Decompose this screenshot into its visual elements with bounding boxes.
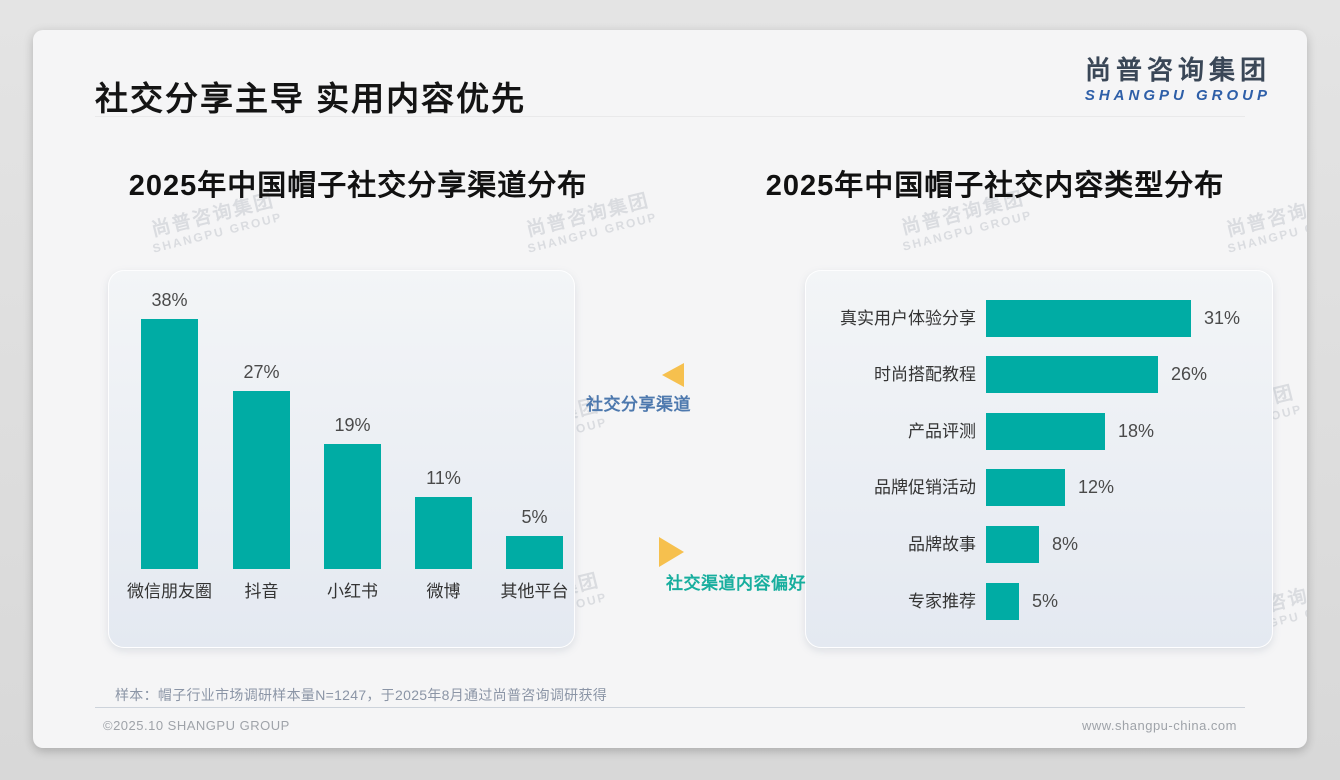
bar-value-label: 12%	[1078, 477, 1115, 497]
bar-category-label: 其他平台	[500, 582, 569, 601]
hbar	[986, 469, 1065, 506]
footer-copyright: ©2025.10 SHANGPU GROUP	[103, 718, 290, 733]
left-chart-card: 38% 微信朋友圈 27% 抖音 19% 小红书 11% 微博 5% 其他平台	[108, 270, 575, 648]
bar-category-label: 微博	[426, 582, 461, 601]
bar-value-label: 19%	[334, 415, 371, 435]
sample-note: 样本：帽子行业市场调研样本量N=1247，于2025年8月通过尚普咨询调研获得	[115, 687, 608, 703]
vbar	[324, 444, 381, 569]
bar-value-label: 26%	[1171, 364, 1208, 384]
logo: 尚普咨询集团 SHANGPU GROUP	[1085, 56, 1271, 104]
bar-value-label: 18%	[1118, 421, 1155, 441]
bar-value-label: 11%	[426, 468, 461, 488]
bar-value-label: 5%	[1032, 591, 1059, 611]
bar-value-label: 38%	[151, 290, 188, 310]
footer-website: www.shangpu-china.com	[1081, 718, 1237, 733]
watermark-text-en: SHANGPU GROUP	[151, 209, 284, 256]
annotation-sharing-channels: 社交分享渠道	[586, 395, 691, 414]
logo-text-cn: 尚普咨询集团	[1084, 55, 1271, 85]
vbar	[415, 497, 472, 569]
vbar	[506, 536, 563, 569]
arrow-right-icon	[659, 537, 684, 567]
hbar	[986, 583, 1019, 620]
header-divider	[95, 116, 1245, 117]
watermark-text-en: SHANGPU GROUP	[901, 207, 1034, 254]
bar-category-label: 品牌故事	[908, 535, 976, 554]
arrow-left-icon	[662, 363, 684, 387]
hbar	[986, 526, 1039, 563]
bar-category-label: 小红书	[327, 582, 378, 601]
page-title: 社交分享主导 实用内容优先	[95, 80, 527, 117]
bar-value-label: 8%	[1052, 534, 1079, 554]
vbar	[233, 391, 290, 569]
left-chart-title: 2025年中国帽子社交分享渠道分布	[128, 170, 588, 202]
logo-text-en: SHANGPU GROUP	[1084, 86, 1271, 104]
bar-category-label: 品牌促销活动	[874, 478, 976, 497]
bar-value-label: 31%	[1204, 308, 1241, 328]
vertical-bar-chart: 38% 微信朋友圈 27% 抖音 19% 小红书 11% 微博 5% 其他平台	[109, 271, 574, 647]
right-chart-title: 2025年中国帽子社交内容类型分布	[765, 170, 1225, 202]
bar-category-label: 抖音	[244, 582, 279, 601]
bar-category-label: 产品评测	[908, 422, 976, 441]
horizontal-bar-chart: 真实用户体验分享 31% 时尚搭配教程 26% 产品评测 18% 品牌促销活动 12% 品牌故事…	[806, 271, 1272, 647]
slide: 尚普咨询集团 SHANGPU GROUP 尚普咨询集团 SHANGPU GROUP 尚普…	[33, 30, 1307, 748]
hbar	[986, 356, 1158, 393]
bar-value-label: 27%	[243, 362, 280, 382]
bar-category-label: 微信朋友圈	[127, 582, 212, 601]
hbar	[986, 300, 1191, 337]
watermark-text-en: SHANGPU GROUP	[526, 209, 659, 256]
bar-category-label: 专家推荐	[908, 592, 976, 611]
vbar	[141, 319, 198, 569]
bar-value-label: 5%	[521, 507, 548, 527]
footer-divider	[95, 707, 1245, 708]
watermark-text-en: SHANGPU GROUP	[1226, 209, 1307, 256]
right-chart-card: 真实用户体验分享 31% 时尚搭配教程 26% 产品评测 18% 品牌促销活动 12% 品牌故事…	[805, 270, 1273, 648]
annotation-content-preference: 社交渠道内容偏好	[666, 574, 806, 593]
bar-category-label: 真实用户体验分享	[840, 309, 976, 328]
bar-category-label: 时尚搭配教程	[874, 365, 976, 384]
hbar	[986, 413, 1105, 450]
